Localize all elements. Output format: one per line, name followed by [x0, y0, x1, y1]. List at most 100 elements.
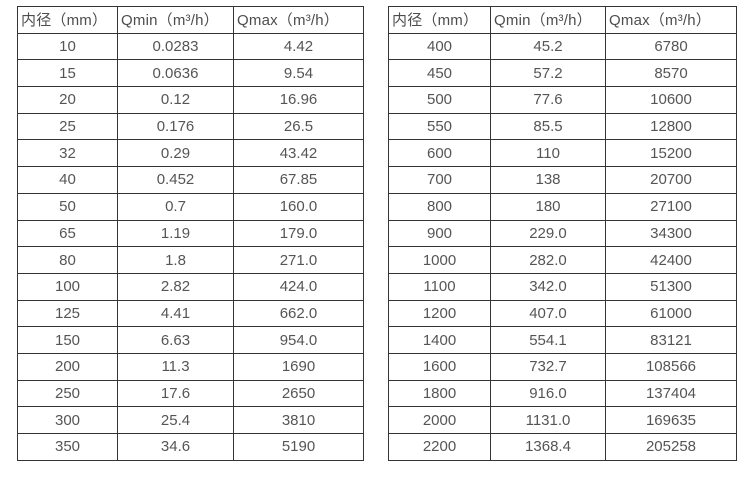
table-cell: 15	[17, 59, 118, 88]
table-cell: 32	[17, 139, 118, 168]
table-row: 80 1.8 271.0	[17, 246, 364, 274]
table-cell: 110	[490, 139, 606, 168]
table-cell: 10600	[605, 86, 737, 114]
table-row: 200 11.3 1690	[17, 352, 364, 381]
column-header-diameter: 内径（mm）	[17, 6, 118, 34]
table-cell: 108566	[605, 352, 737, 381]
table-cell: 3810	[233, 406, 364, 434]
table-cell: 42400	[605, 246, 737, 274]
table-row: 2000 1131.0 169635	[388, 406, 737, 434]
table-cell: 1690	[233, 352, 364, 381]
table-cell: 150	[17, 326, 118, 354]
table-row: 100 2.82 424.0	[17, 272, 364, 301]
table-cell: 916.0	[490, 379, 606, 408]
table-cell: 4.41	[117, 299, 234, 328]
table-cell: 0.29	[117, 139, 234, 168]
table-cell: 25	[17, 112, 118, 141]
table-cell: 20700	[605, 166, 737, 194]
table-cell: 8570	[605, 59, 737, 88]
table-cell: 45.2	[490, 32, 606, 61]
table-cell: 51300	[605, 272, 737, 301]
table-cell: 17.6	[117, 379, 234, 408]
table-cell: 137404	[605, 379, 737, 408]
table-cell: 732.7	[490, 352, 606, 381]
table-cell: 100	[17, 272, 118, 301]
pipe-flow-table-small: 内径（mm） Qmin（m³/h） Qmax（m³/h） 10 0.0283 4.4…	[17, 6, 364, 461]
table-cell: 2200	[388, 433, 491, 461]
table-cell: 250	[17, 379, 118, 408]
column-header-diameter: 内径（mm）	[388, 6, 491, 34]
column-header-qmin: Qmin（m³/h）	[117, 6, 234, 34]
table-cell: 169635	[605, 406, 737, 434]
table-cell: 2000	[388, 406, 491, 434]
table-cell: 554.1	[490, 326, 606, 354]
table-cell: 600	[388, 139, 491, 168]
table-row: 10 0.0283 4.42	[17, 32, 364, 61]
table-row: 350 34.6 5190	[17, 433, 364, 461]
table-cell: 1.8	[117, 246, 234, 274]
table-row: 1000 282.0 42400	[388, 246, 737, 274]
column-header-qmax: Qmax（m³/h）	[233, 6, 364, 34]
table-cell: 9.54	[233, 59, 364, 88]
table-cell: 1600	[388, 352, 491, 381]
table-cell: 25.4	[117, 406, 234, 434]
table-cell: 0.0636	[117, 59, 234, 88]
table-cell: 550	[388, 112, 491, 141]
table-cell: 1000	[388, 246, 491, 274]
table-cell: 6780	[605, 32, 737, 61]
table-body-small: 10 0.0283 4.42 15 0.0636 9.54 20 0.12 16.96 25 0.1…	[17, 32, 364, 461]
table-cell: 1400	[388, 326, 491, 354]
table-cell: 407.0	[490, 299, 606, 328]
table-cell: 205258	[605, 433, 737, 461]
table-cell: 61000	[605, 299, 737, 328]
table-body-large: 400 45.2 6780 450 57.2 8570 500 77.6 10600 550 85.…	[388, 32, 737, 461]
table-row: 20 0.12 16.96	[17, 86, 364, 114]
table-row: 1800 916.0 137404	[388, 379, 737, 408]
table-row: 500 77.6 10600	[388, 86, 737, 114]
table-cell: 27100	[605, 192, 737, 221]
table-row: 1600 732.7 108566	[388, 352, 737, 381]
table-cell: 0.0283	[117, 32, 234, 61]
table-cell: 2.82	[117, 272, 234, 301]
table-cell: 15200	[605, 139, 737, 168]
table-cell: 1200	[388, 299, 491, 328]
table-cell: 10	[17, 32, 118, 61]
table-cell: 0.176	[117, 112, 234, 141]
table-row: 25 0.176 26.5	[17, 112, 364, 141]
table-cell: 6.63	[117, 326, 234, 354]
table-cell: 700	[388, 166, 491, 194]
table-cell: 1368.4	[490, 433, 606, 461]
table-row: 1100 342.0 51300	[388, 272, 737, 301]
table-row: 600 110 15200	[388, 139, 737, 168]
table-cell: 57.2	[490, 59, 606, 88]
table-cell: 0.7	[117, 192, 234, 221]
table-cell: 67.85	[233, 166, 364, 194]
table-cell: 229.0	[490, 219, 606, 248]
table-cell: 34.6	[117, 433, 234, 461]
table-cell: 85.5	[490, 112, 606, 141]
column-header-qmax: Qmax（m³/h）	[605, 6, 737, 34]
table-row: 1400 554.1 83121	[388, 326, 737, 354]
table-row: 125 4.41 662.0	[17, 299, 364, 328]
table-cell: 2650	[233, 379, 364, 408]
table-row: 900 229.0 34300	[388, 219, 737, 248]
table-cell: 1131.0	[490, 406, 606, 434]
table-cell: 954.0	[233, 326, 364, 354]
table-cell: 43.42	[233, 139, 364, 168]
table-row: 800 180 27100	[388, 192, 737, 221]
table-row: 450 57.2 8570	[388, 59, 737, 88]
table-cell: 1.19	[117, 219, 234, 248]
table-row: 32 0.29 43.42	[17, 139, 364, 168]
table-cell: 342.0	[490, 272, 606, 301]
pipe-flow-table-large: 内径（mm） Qmin（m³/h） Qmax（m³/h） 400 45.2 6780…	[388, 6, 737, 461]
table-cell: 80	[17, 246, 118, 274]
table-row: 65 1.19 179.0	[17, 219, 364, 248]
table-cell: 350	[17, 433, 118, 461]
table-row: 150 6.63 954.0	[17, 326, 364, 354]
table-cell: 125	[17, 299, 118, 328]
table-cell: 83121	[605, 326, 737, 354]
table-cell: 77.6	[490, 86, 606, 114]
table-cell: 12800	[605, 112, 737, 141]
table-row: 400 45.2 6780	[388, 32, 737, 61]
table-cell: 50	[17, 192, 118, 221]
